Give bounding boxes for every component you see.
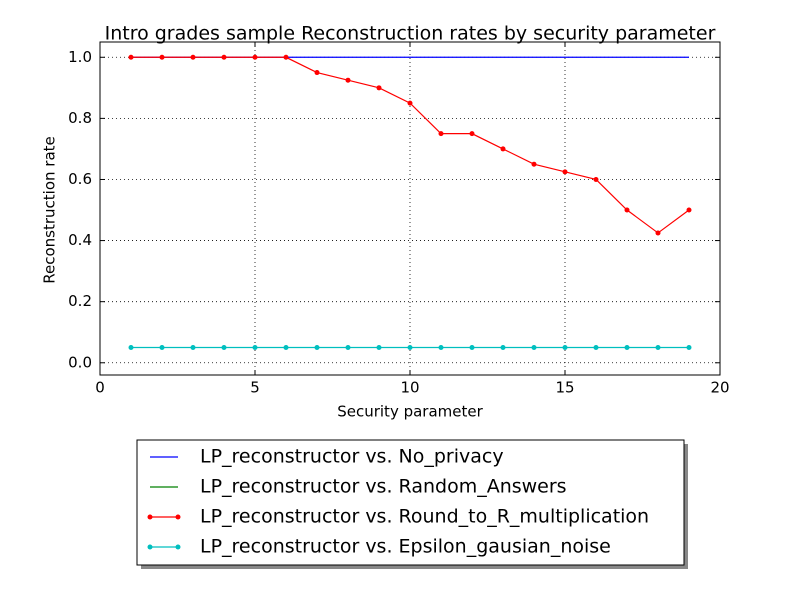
y-tick-label: 1.0 [68,48,92,66]
plot-frame [99,41,721,376]
data-point [438,345,444,351]
data-point [500,146,506,152]
legend-marker [175,514,181,520]
legend-label: LP_reconstructor vs. Epsilon_gausian_noi… [200,536,611,558]
y-tick-label: 0.0 [68,353,92,371]
x-axis-label: Security parameter [337,403,483,421]
data-point [655,230,661,236]
legend-label: LP_reconstructor vs. No_privacy [200,446,504,468]
data-point [562,345,568,351]
data-point [655,345,661,351]
data-point [407,100,413,106]
legend-marker [175,544,181,550]
data-point [469,345,475,351]
x-tick-label: 10 [400,379,419,397]
legend-marker [147,544,153,550]
data-point [531,345,537,351]
data-point [128,54,134,60]
data-point [500,345,506,351]
legend-label: LP_reconstructor vs. Random_Answers [200,476,567,498]
x-tick-label: 5 [250,379,260,397]
data-point [128,345,134,351]
y-tick-label: 0.4 [68,231,92,249]
y-tick-label: 0.8 [68,109,92,127]
data-point [624,207,630,213]
data-point [593,345,599,351]
data-point [686,345,692,351]
data-point [190,345,196,351]
y-tick-label: 0.6 [68,170,92,188]
data-point [593,176,599,182]
data-point [531,161,537,167]
y-axis-label: Reconstruction rate [41,136,59,284]
data-point [376,85,382,91]
legend [136,439,685,566]
data-point [376,345,382,351]
data-point [345,345,351,351]
legend-label: LP_reconstructor vs. Round_to_R_multipli… [200,506,649,528]
chart-title: Intro grades sample Reconstruction rates… [105,23,716,45]
data-point [221,345,227,351]
data-point [562,169,568,175]
data-point [314,70,320,76]
data-point [469,131,475,137]
data-point [624,345,630,351]
data-point [190,54,196,60]
x-tick-label: 0 [95,379,105,397]
data-point [159,345,165,351]
data-point [407,345,413,351]
x-tick-label: 20 [710,379,729,397]
data-point [252,345,258,351]
data-point [283,345,289,351]
data-point [345,77,351,83]
data-point [438,131,444,137]
data-point [283,54,289,60]
data-point [314,345,320,351]
y-tick-label: 0.2 [68,292,92,310]
data-point [159,54,165,60]
legend-marker [147,514,153,520]
data-point [221,54,227,60]
data-point [252,54,258,60]
x-tick-label: 15 [555,379,574,397]
data-point [686,207,692,213]
